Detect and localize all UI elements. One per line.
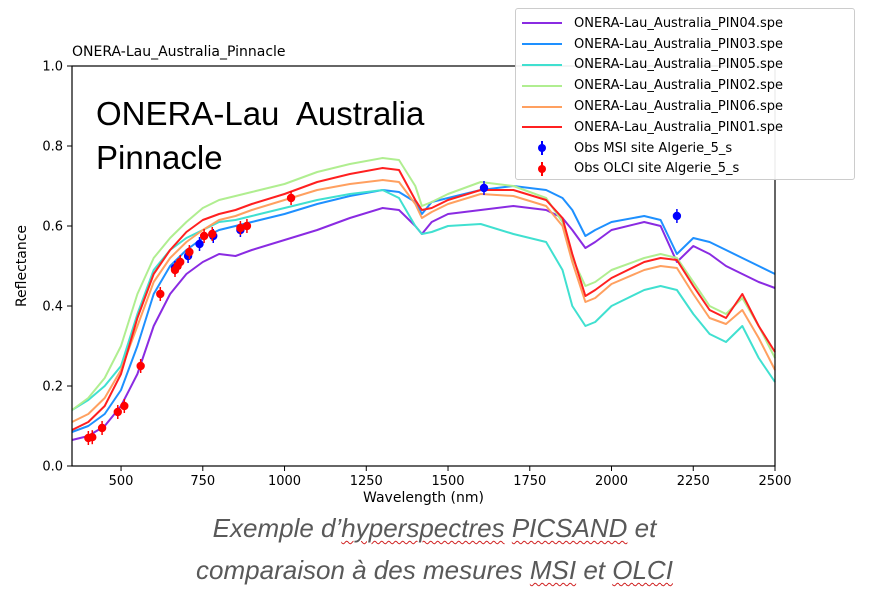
y-tick-label: 0.0 [42, 460, 63, 475]
data-point [672, 211, 682, 221]
data-point [195, 239, 204, 249]
y-tick-label: 0.4 [42, 300, 63, 315]
plot-frame [71, 65, 776, 467]
legend-swatch [522, 79, 562, 93]
caption-text: hyperspectres [341, 513, 505, 543]
x-tick-label: 1750 [513, 474, 546, 489]
legend-label: Obs MSI site Algerie_5_s [574, 140, 733, 156]
legend-label: ONERA-Lau_Australia_PIN06.spe [574, 99, 784, 115]
legend-swatch [522, 161, 562, 176]
caption-line-1: Exemple d’hyperspectres PICSAND et [0, 513, 869, 544]
legend-swatch [522, 100, 562, 114]
legend-swatch [522, 120, 562, 134]
spectra-chart: 500 750 1000 1250 1500 1750 2000 2250 2500 0.0 0.2… [14, 60, 792, 507]
legend-line [522, 22, 562, 25]
data-point [236, 223, 245, 233]
y-tick-label: 0.6 [42, 220, 63, 235]
data-point [286, 193, 296, 203]
chart-title: ONERA-Lau_Australia_Pinnacle [72, 44, 286, 60]
legend-marker [538, 164, 546, 173]
data-point [242, 221, 252, 231]
axes: 500 750 1000 1250 1500 1750 2000 2250 2500 0.0 0.2… [14, 60, 792, 507]
caption-line-2: comparaison à des mesures MSI et OLCI [0, 555, 869, 586]
data-point [113, 407, 122, 417]
legend-items: ONERA-Lau_Australia_PIN04.spe ONERA-Lau_A… [522, 13, 854, 179]
data-point [88, 433, 97, 442]
data-point [185, 247, 194, 257]
series-line-2 [71, 185, 776, 433]
legend-entry: Obs MSI site Algerie_5_s [522, 138, 854, 159]
x-tick-label: 1500 [431, 474, 464, 489]
caption-text: Exemple d’ [212, 513, 342, 543]
caption-text: OLCI [612, 555, 673, 585]
caption-text: PICSAND [511, 513, 628, 543]
x-tick-label: 500 [109, 474, 134, 489]
caption-text: et [627, 513, 657, 543]
legend-line [522, 126, 562, 129]
legend-swatch [522, 141, 562, 156]
legend-label: ONERA-Lau_Australia_PIN05.spe [574, 57, 784, 73]
legend-label: ONERA-Lau_Australia_PIN01.spe [574, 119, 784, 135]
series-line-6 [71, 167, 776, 431]
legend-label: ONERA-Lau_Australia_PIN03.spe [574, 36, 784, 52]
x-tick-label: 2250 [677, 474, 710, 489]
legend-line [522, 43, 562, 46]
legend-label: ONERA-Lau_Australia_PIN04.spe [574, 15, 784, 31]
caption-text: MSI [529, 555, 577, 585]
x-tick-label: 1250 [350, 474, 383, 489]
data-point [120, 401, 129, 411]
x-tick-label: 1000 [268, 474, 301, 489]
legend-label: Obs OLCI site Algerie_5_s [574, 161, 740, 177]
data-point [156, 289, 165, 299]
caption-text: comparaison à des mesures [196, 555, 530, 585]
caption-text [505, 513, 512, 543]
legend-entry: ONERA-Lau_Australia_PIN05.spe [522, 55, 854, 76]
x-tick-label: 750 [190, 474, 215, 489]
x-axis-label: Wavelength (nm) [363, 490, 484, 506]
legend-line [522, 105, 562, 108]
y-axis-label: Reflectance [14, 225, 30, 307]
y-tick-label: 0.2 [42, 380, 63, 395]
data-point [199, 231, 209, 241]
data-point [479, 183, 489, 193]
caption-text: et [576, 555, 613, 585]
legend: ONERA-Lau_Australia_PIN04.spe ONERA-Lau_A… [515, 8, 855, 180]
series-line-3 [71, 189, 776, 411]
data-point [176, 257, 185, 267]
legend-swatch [522, 58, 562, 72]
series-line-4 [71, 157, 776, 411]
legend-marker [538, 144, 546, 153]
y-tick-label: 1.0 [42, 60, 63, 75]
data-point [208, 229, 217, 239]
overlay-title: ONERA-Lau Australia Pinnacle [96, 95, 425, 176]
plot-area [71, 157, 776, 445]
series-line-5 [71, 179, 776, 423]
legend-entry: ONERA-Lau_Australia_PIN02.spe [522, 75, 854, 96]
legend-line [522, 63, 562, 66]
series-line-1 [71, 205, 776, 441]
data-point [136, 361, 145, 371]
legend-entry: ONERA-Lau_Australia_PIN03.spe [522, 34, 854, 55]
legend-label: ONERA-Lau_Australia_PIN02.spe [574, 78, 784, 94]
legend-swatch [522, 16, 562, 30]
legend-entry: ONERA-Lau_Australia_PIN04.spe [522, 13, 854, 34]
data-point [97, 423, 107, 433]
y-tick-label: 0.8 [42, 140, 63, 155]
legend-entry: ONERA-Lau_Australia_PIN01.spe [522, 117, 854, 138]
legend-line [522, 84, 562, 87]
legend-entry: Obs OLCI site Algerie_5_s [522, 159, 854, 180]
x-tick-label: 2000 [595, 474, 628, 489]
legend-entry: ONERA-Lau_Australia_PIN06.spe [522, 96, 854, 117]
legend-swatch [522, 37, 562, 51]
x-tick-label: 2500 [758, 474, 791, 489]
